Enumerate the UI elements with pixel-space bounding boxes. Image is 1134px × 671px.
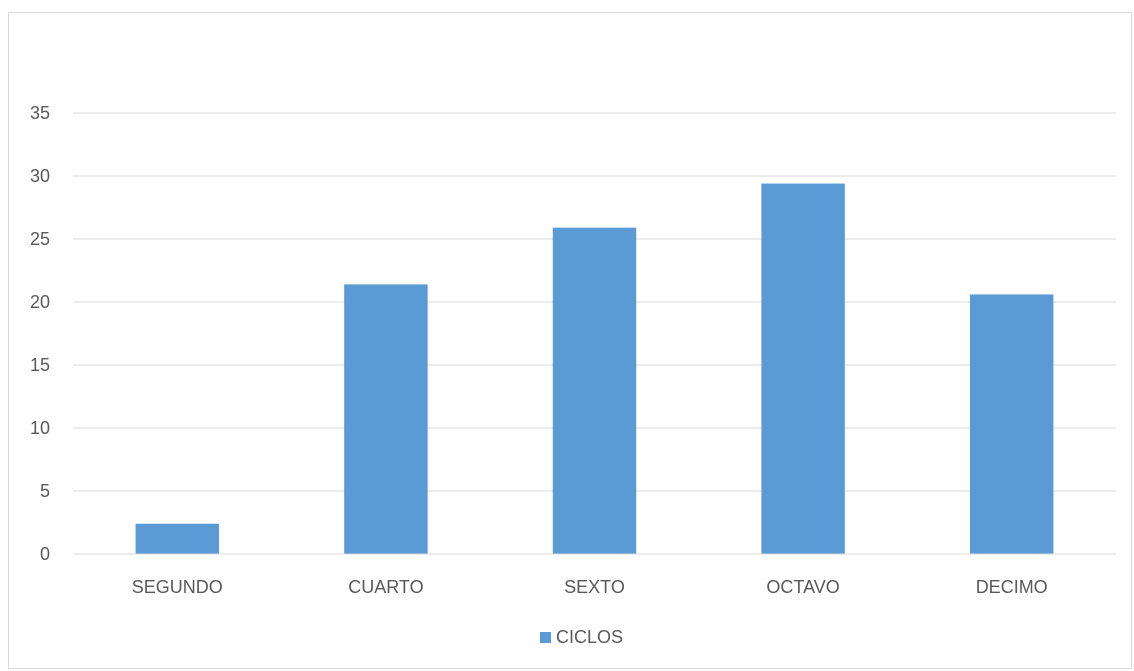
bars (73, 183, 1116, 555)
legend: CICLOS (540, 627, 623, 647)
y-tick-label: 25 (30, 229, 50, 249)
x-tick-label-decimo: DECIMO (976, 577, 1048, 597)
x-tick-label-sexto: SEXTO (564, 577, 625, 597)
y-tick-label: 35 (30, 103, 50, 123)
legend-swatch (540, 632, 551, 643)
y-tick-label: 10 (30, 418, 50, 438)
y-tick-label: 5 (40, 481, 50, 501)
y-tick-label: 0 (40, 544, 50, 564)
x-tick-label-octavo: OCTAVO (766, 577, 839, 597)
y-tick-label: 15 (30, 355, 50, 375)
bar-decimo (969, 294, 1054, 554)
y-tick-label: 20 (30, 292, 50, 312)
x-tick-label-segundo: SEGUNDO (132, 577, 223, 597)
legend-label-ciclos: CICLOS (556, 627, 623, 647)
bar-cuarto (344, 284, 428, 554)
bar-segundo (135, 523, 220, 554)
bar-octavo (761, 183, 845, 554)
x-axis-ticks: SEGUNDO CUARTO SEXTO OCTAVO DECIMO (132, 577, 1048, 597)
y-tick-label: 30 (30, 166, 50, 186)
bar-sexto (552, 227, 637, 554)
x-tick-label-cuarto: CUARTO (348, 577, 423, 597)
y-axis-ticks: 0 5 10 15 20 25 30 35 (30, 103, 50, 564)
